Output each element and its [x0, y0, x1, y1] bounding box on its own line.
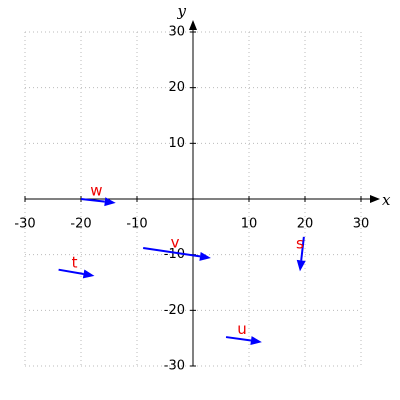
vector-head — [104, 197, 116, 207]
vector-label: v — [171, 233, 180, 251]
x-axis-label: x — [382, 191, 391, 209]
vector-label: u — [237, 320, 247, 338]
vector — [296, 236, 306, 272]
vector-shaft — [300, 236, 305, 261]
x-tick-label: 10 — [241, 217, 258, 232]
y-axis-label: y — [177, 2, 187, 20]
x-tick-label: -30 — [14, 217, 35, 232]
vector — [143, 246, 211, 261]
vector-label: t — [72, 253, 78, 271]
x-tick-label: -20 — [70, 217, 91, 232]
y-tick-label: -30 — [164, 359, 185, 374]
vector-head — [250, 336, 262, 345]
vector-shaft — [80, 198, 105, 203]
vector — [80, 197, 116, 207]
vector-label: s — [296, 235, 304, 253]
vector-head — [296, 259, 306, 272]
y-tick-label: -20 — [164, 303, 185, 318]
x-axis-arrow — [370, 195, 380, 203]
y-tick-label: 10 — [168, 136, 185, 151]
vector — [225, 336, 262, 345]
vector-shaft — [58, 268, 84, 275]
x-tick-label: 30 — [353, 217, 370, 232]
vector-label: w — [90, 181, 102, 199]
y-tick-label: 30 — [168, 25, 185, 40]
vector-head — [199, 251, 211, 261]
x-tick-label: -10 — [126, 217, 147, 232]
y-axis-arrow — [189, 20, 197, 30]
y-tick-label: 20 — [168, 80, 185, 95]
vector-shaft — [143, 246, 201, 258]
vector-head — [82, 269, 95, 279]
vector — [58, 268, 95, 279]
vector-shaft — [225, 336, 252, 342]
x-tick-label: 20 — [297, 217, 314, 232]
